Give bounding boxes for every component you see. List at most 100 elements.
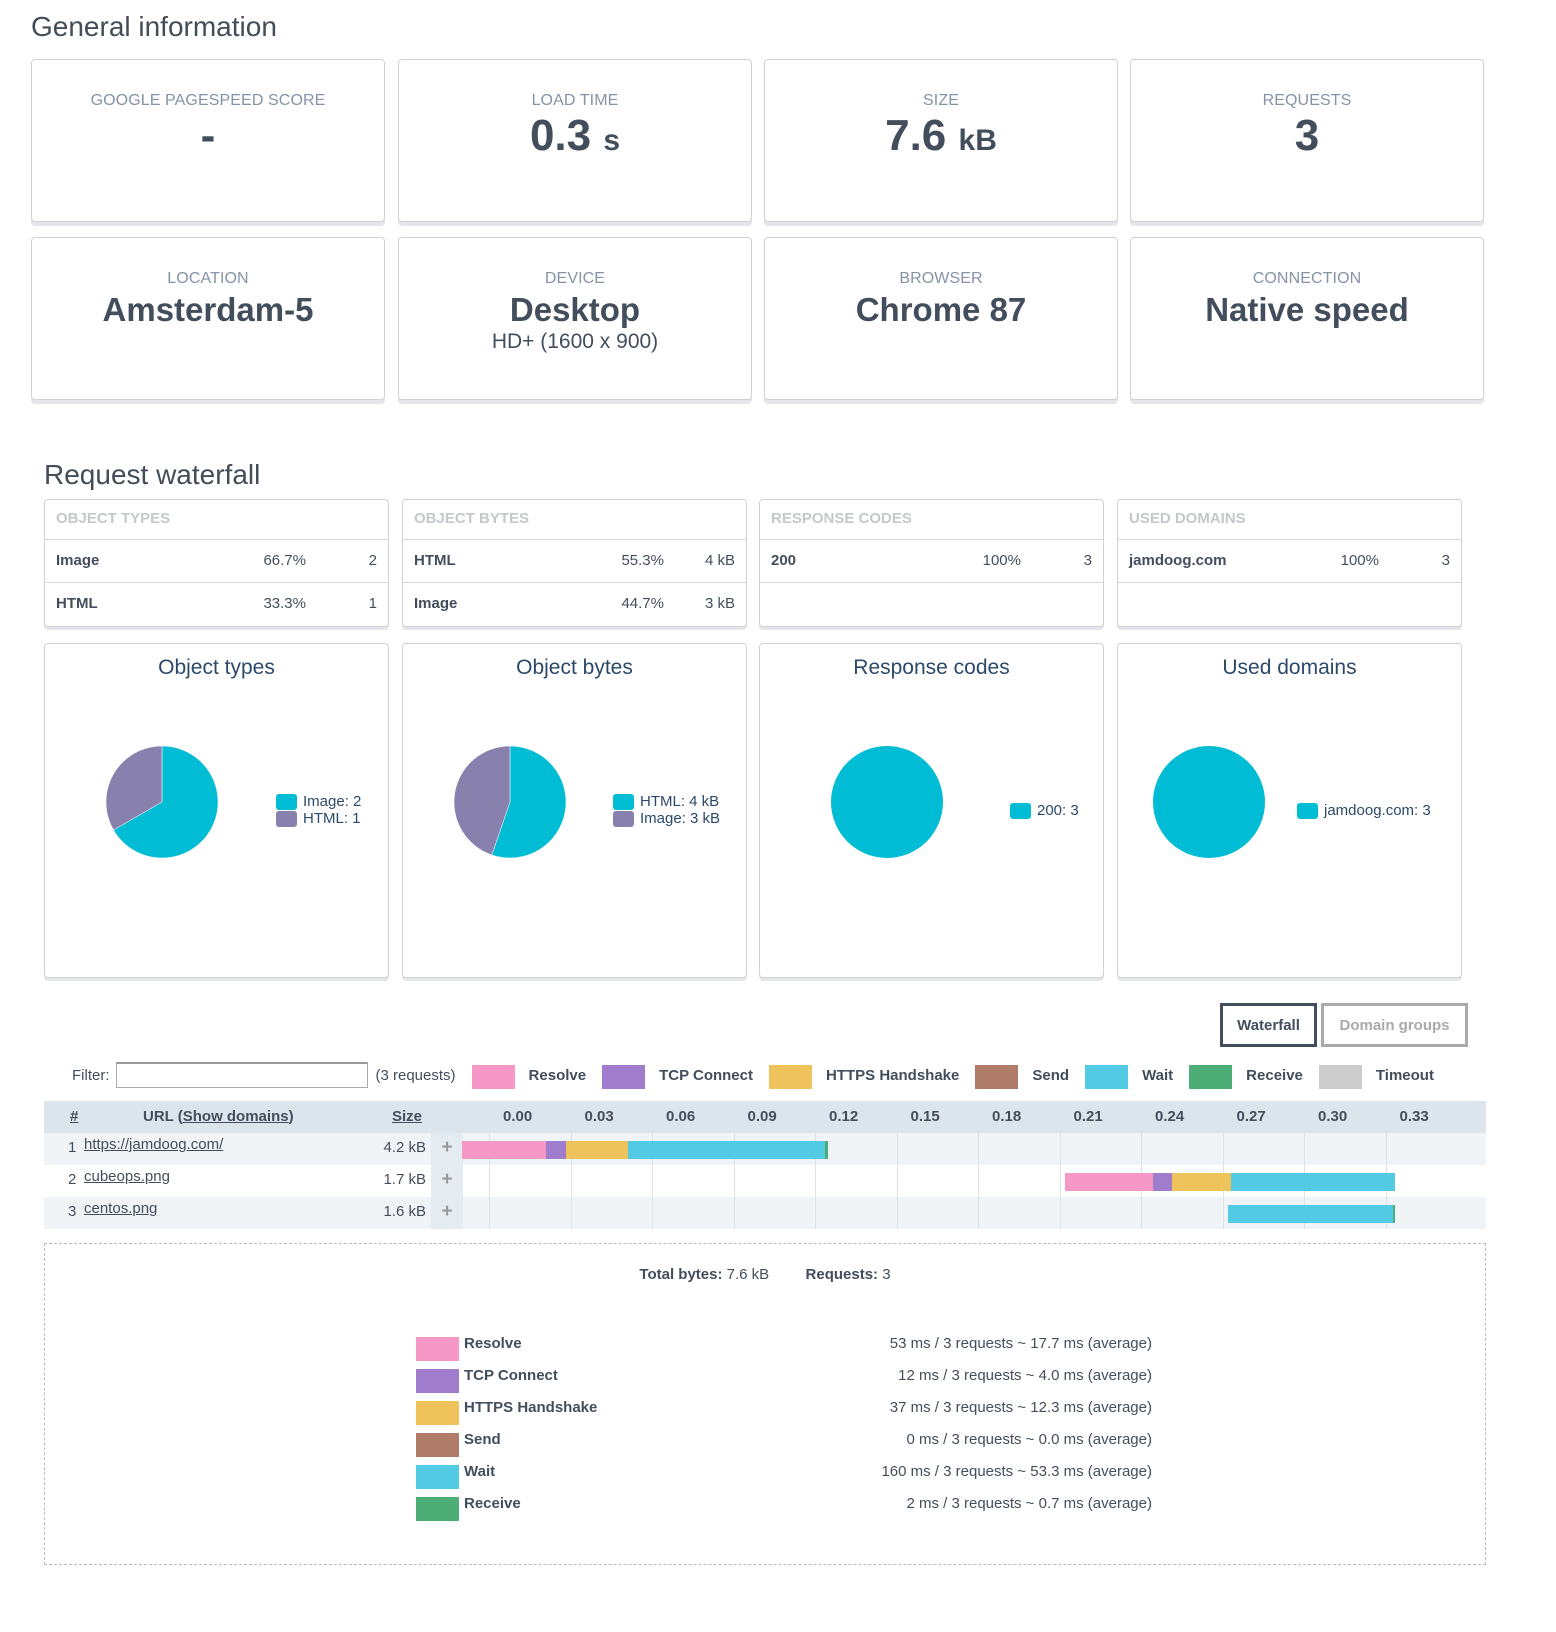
grid-line — [733, 1165, 735, 1197]
filter-bar: Filter: (3 requests) Resolve TCP Connect H… — [72, 1060, 1434, 1090]
grid-line — [1059, 1133, 1061, 1165]
row-name: HTML — [414, 552, 456, 569]
timing-swatch — [416, 1497, 459, 1521]
expand-row-button[interactable]: + — [431, 1197, 463, 1229]
sort-by-number[interactable]: # — [70, 1108, 79, 1125]
timing-stat: 12 ms / 3 requests ~ 4.0 ms (average) — [898, 1367, 1152, 1384]
show-domains-link[interactable]: Show domains — [182, 1108, 289, 1125]
row-name: jamdoog.com — [1129, 552, 1227, 569]
timing-segment-receive[interactable] — [1392, 1205, 1396, 1223]
pie-chart-card-object-bytes: Object bytes HTML: 4 kB Image: 3 kB — [402, 643, 747, 978]
grid-line — [978, 1165, 979, 1197]
legend-item[interactable]: 200: 3 — [1010, 802, 1079, 819]
value-number: 0.3 — [529, 111, 592, 160]
timing-segment-tcp-connect[interactable] — [1153, 1173, 1173, 1191]
phase-swatch — [1318, 1065, 1362, 1089]
timing-segment-https-handshake[interactable] — [1172, 1173, 1231, 1191]
legend-item[interactable]: Image: 3 kB — [613, 810, 720, 827]
pie-legend: Image: 2 HTML: 1 — [276, 793, 361, 827]
info-card-value: - — [32, 112, 384, 160]
request-url-link[interactable]: https://jamdoog.com/ — [84, 1136, 224, 1153]
pie-slice-image[interactable] — [113, 745, 219, 859]
legend-label: Image: 2 — [303, 793, 362, 810]
total-bytes-label: Total bytes: — [639, 1266, 723, 1283]
axis-tick-label: 0.09 — [747, 1108, 777, 1125]
table-row: 3 centos.png 1.6 kB + — [44, 1197, 1486, 1229]
pie-chart-card-object-types: Object types Image: 2 HTML: 1 — [44, 643, 389, 978]
summary-table-row: Image 66.7% 2 — [45, 540, 388, 583]
timing-total-row: Resolve 53 ms / 3 requests ~ 17.7 ms (ave… — [416, 1335, 1152, 1367]
grid-line — [896, 1165, 898, 1197]
pie-chart — [831, 746, 943, 858]
grid-line — [1141, 1197, 1142, 1229]
grid-line — [1141, 1133, 1142, 1165]
phase-swatch — [471, 1065, 515, 1089]
axis-tick-label: 0.03 — [584, 1108, 614, 1125]
phase-swatch — [769, 1065, 812, 1089]
legend-label: HTML: 4 kB — [640, 793, 720, 810]
sort-by-size[interactable]: Size — [392, 1108, 423, 1125]
section-title-waterfall: Request waterfall — [44, 459, 261, 490]
pie-slice-html[interactable] — [491, 745, 567, 859]
info-card-load-time: LOAD TIME 0.3 s — [398, 59, 752, 222]
pie-slice-jamdoog-com[interactable] — [1153, 746, 1265, 858]
grid-line — [570, 1197, 572, 1229]
info-card-subtext: HD+ (1600 x 900) — [491, 330, 659, 353]
info-card-value: Native speed — [1131, 290, 1483, 330]
grid-line — [1059, 1197, 1061, 1229]
grid-line — [1385, 1133, 1387, 1165]
pie-chart-card-used-domains: Used domains jamdoog.com: 3 — [1117, 643, 1462, 978]
value-unit: kB — [958, 124, 997, 157]
axis-tick-label: 0.15 — [910, 1108, 940, 1125]
timing-segment-resolve[interactable] — [462, 1141, 547, 1159]
timing-segment-https-handshake[interactable] — [566, 1141, 628, 1159]
filter-input[interactable] — [115, 1062, 368, 1088]
phase-label: TCP Connect — [659, 1066, 753, 1084]
expand-row-button[interactable]: + — [431, 1133, 463, 1165]
pie-chart — [1153, 746, 1265, 858]
phase-legend-tcp-connect: TCP Connect — [602, 1063, 753, 1089]
timing-name: Send — [464, 1431, 501, 1448]
waterfall-view-button[interactable]: Waterfall — [1220, 1003, 1317, 1047]
row-count: 3 — [1441, 552, 1450, 569]
summary-table-object-bytes: OBJECT BYTES HTML 55.3% 4 kB Image 44.7% 3 kB — [402, 499, 747, 627]
legend-item[interactable]: HTML: 1 — [276, 810, 361, 827]
value-number: Chrome 87 — [855, 291, 1027, 328]
summary-table-title: OBJECT TYPES — [45, 500, 388, 540]
row-percent: 33.3% — [263, 595, 306, 612]
expand-row-button[interactable]: + — [431, 1165, 463, 1197]
row-count: 2 — [368, 552, 377, 569]
url-header-label: URL ( — [143, 1108, 183, 1125]
pie-slice-image[interactable] — [453, 745, 511, 856]
timing-segment-tcp-connect[interactable] — [546, 1141, 567, 1159]
legend-item[interactable]: jamdoog.com: 3 — [1297, 802, 1431, 819]
timing-segment-receive[interactable] — [825, 1141, 828, 1159]
request-url-link[interactable]: cubeops.png — [84, 1168, 170, 1185]
pie-legend: HTML: 4 kB Image: 3 kB — [613, 793, 720, 827]
summary-table-object-types: OBJECT TYPES Image 66.7% 2 HTML 33.3% 1 — [44, 499, 389, 627]
domain-groups-view-button[interactable]: Domain groups — [1321, 1003, 1468, 1047]
legend-item[interactable]: Image: 2 — [276, 793, 361, 810]
phase-label: Receive — [1246, 1066, 1303, 1084]
timing-segment-wait[interactable] — [627, 1141, 826, 1159]
timing-segment-wait[interactable] — [1228, 1205, 1393, 1223]
request-size: 1.7 kB — [383, 1171, 426, 1188]
pie-slice-html[interactable] — [105, 745, 163, 831]
info-card-location: LOCATION Amsterdam-5 — [31, 237, 385, 400]
timing-total-row: TCP Connect 12 ms / 3 requests ~ 4.0 ms (… — [416, 1367, 1152, 1399]
pie-slice-200[interactable] — [831, 746, 943, 858]
timing-segment-resolve[interactable] — [1065, 1173, 1154, 1191]
row-percent: 100% — [1340, 552, 1379, 569]
legend-swatch — [276, 793, 297, 810]
summary-table-title: USED DOMAINS — [1118, 500, 1461, 540]
timing-segment-wait[interactable] — [1230, 1173, 1396, 1191]
row-percent: 44.7% — [621, 595, 664, 612]
pie-chart — [105, 745, 219, 859]
row-name: Image — [414, 595, 458, 612]
legend-swatch — [613, 793, 634, 810]
pie-chart — [453, 745, 567, 859]
legend-item[interactable]: HTML: 4 kB — [613, 793, 720, 810]
value-unit: s — [603, 124, 621, 157]
info-card-label: CONNECTION — [1252, 270, 1362, 287]
request-url-link[interactable]: centos.png — [84, 1200, 158, 1217]
